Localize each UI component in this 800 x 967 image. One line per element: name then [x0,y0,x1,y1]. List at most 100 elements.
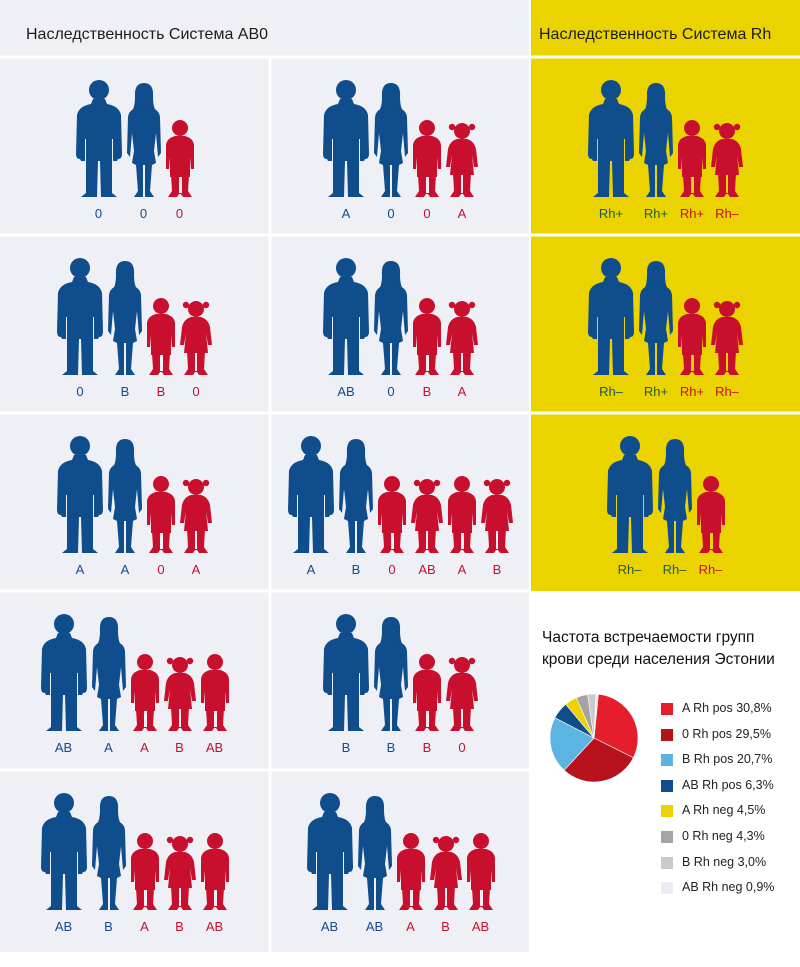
abo-cell-10-father-figure-1 [306,793,353,910]
abo-cell-7-label-4: B [175,740,184,755]
rh-cell-2-father-figure-1 [588,258,634,375]
abo-cell-6-label-3: 0 [388,562,396,577]
abo-cell-5-label-1: A [75,562,85,577]
abo-cell-2-boy-figure-3 [413,120,441,197]
abo-cell-3-label-2: B [120,384,130,399]
abo-cell-4-girl-figure-4 [446,301,478,375]
abo-cell-6-label-5: A [457,562,467,577]
abo-cell-2-label-4: A [457,206,467,221]
abo-cell-3-girl-figure-4 [180,301,212,375]
rh-cell-3-boy-figure-3 [696,476,725,553]
rh-family-cell-3: Rh– Rh– Rh– [531,415,800,590]
legend-swatch-7 [661,856,673,869]
rh-cell-3-label-2: Rh– [662,562,687,577]
rh-family-cell-2: Rh– Rh+ Rh+ Rh– [531,237,800,412]
abo-cell-9-girl-figure-4 [163,836,196,910]
abo-cell-7-label-3: A [140,740,149,755]
rh-cell-3-father-figure-1 [606,436,653,553]
abo-cell-7-father-figure-1 [40,614,87,731]
legend-swatch-6 [661,831,673,843]
abo-family-cell-8: B B B 0 [272,593,529,769]
abo-cell-8-mother-figure-2 [374,617,408,731]
abo-cell-10-girl-figure-4 [429,836,462,910]
pie-slice-3 [549,717,595,771]
abo-cell-7-mother-figure-2 [91,617,126,731]
rh-family-cell-1: Rh+ Rh+ Rh+ Rh– [531,59,800,234]
rh-cell-1-girl-figure-4 [711,123,743,197]
abo-cell-3-boy-figure-3 [147,298,175,375]
legend-swatch-2 [661,728,673,741]
abo-family-cell-5: A A 0 A [0,415,269,590]
abo-cell-10-label-5: AB [471,919,490,934]
abo-cell-7-girl-figure-4 [163,657,196,731]
abo-cell-7-boy-figure-3 [130,654,159,731]
rh-cell-1-label-4: Rh– [715,206,739,221]
legend-swatch-1 [661,703,673,715]
legend-label-3: B Rh pos 20,7% [682,752,773,767]
abo-cell-10-label-1: AB [320,919,339,934]
abo-cell-9-boy-figure-5 [200,833,229,910]
legend-label-6: 0 Rh neg 4,3% [682,829,765,843]
abo-cell-4-label-4: A [457,384,467,399]
abo-cell-10-boy-figure-3 [396,833,425,910]
abo-cell-10-label-3: A [406,919,415,934]
abo-cell-10-mother-figure-2 [357,796,392,910]
abo-cell-6-girl-figure-4 [411,479,443,553]
rh-cell-2-label-2: Rh+ [643,384,669,399]
abo-cell-4-boy-figure-3 [413,298,441,375]
abo-cell-6-label-1: A [306,562,316,577]
abo-cell-8-father-figure-1 [323,614,369,731]
abo-cell-5-label-4: A [191,562,201,577]
abo-cell-3-father-figure-1 [57,258,103,375]
blood-group-pie-chart [549,693,639,783]
rh-cell-1-mother-figure-2 [639,83,673,197]
abo-cell-2-label-3: 0 [423,206,431,221]
abo-cell-9-label-3: A [140,919,149,934]
abo-cell-9-label-1: AB [54,919,73,934]
rh-cell-2-label-3: Rh+ [679,384,705,399]
abo-cell-7-boy-figure-5 [200,654,229,731]
abo-cell-9-label-4: B [175,919,184,934]
rh-cell-1-label-2: Rh+ [643,206,669,221]
abo-cell-9-label-2: B [104,919,113,934]
abo-cell-6-label-4: AB [418,562,436,577]
rh-cell-2-label-1: Rh– [599,384,623,399]
legend-label-7: B Rh neg 3,0% [682,854,767,869]
rh-cell-2-boy-figure-3 [678,298,706,375]
abo-cell-4-father-figure-1 [323,258,369,375]
abo-cell-9-father-figure-1 [40,793,87,910]
abo-cell-8-boy-figure-3 [413,654,441,731]
abo-cell-1-father-figure-1 [75,80,122,197]
abo-cell-5-father-figure-1 [57,436,103,553]
abo-family-cell-6: A B 0 AB A B [272,415,529,590]
abo-cell-6-label-2: B [351,562,361,577]
pie-slice-1 [593,693,639,759]
legend-label-8: AB Rh neg 0,9% [682,880,775,895]
abo-family-cell-7: AB A A B AB [0,593,269,769]
legend-label-2: 0 Rh pos 29,5% [682,726,771,741]
abo-cell-4-mother-figure-2 [374,261,408,375]
abo-cell-3-mother-figure-2 [108,261,142,375]
abo-cell-8-label-1: B [341,740,351,755]
abo-cell-10-label-2: AB [365,919,384,934]
abo-cell-6-father-figure-1 [288,436,334,553]
abo-cell-1-label-1: 0 [94,206,103,221]
abo-family-cell-1: 0 0 0 [0,59,269,234]
abo-cell-7-label-1: AB [54,740,73,755]
rh-title: Наследственность Система Rh [539,26,772,43]
rh-cell-1-father-figure-1 [588,80,634,197]
abo-cell-2-girl-figure-4 [446,123,478,197]
rh-cell-1-label-3: Rh+ [679,206,705,221]
rh-cell-3-mother-figure-2 [657,439,692,553]
legend-label-5: A Rh neg 4,5% [682,803,766,818]
abo-cell-5-mother-figure-2 [108,439,142,553]
abo-family-cell-4: AB 0 B A [272,237,529,412]
abo-cell-6-mother-figure-2 [339,439,373,553]
abo-cell-9-mother-figure-2 [91,796,126,910]
abo-cell-5-girl-figure-4 [180,479,212,553]
abo-cell-3-label-3: B [156,384,166,399]
abo-cell-5-boy-figure-3 [147,476,175,553]
abo-cell-4-label-1: AB [337,384,355,399]
abo-cell-10-boy-figure-5 [466,833,495,910]
abo-cell-9-boy-figure-3 [130,833,159,910]
